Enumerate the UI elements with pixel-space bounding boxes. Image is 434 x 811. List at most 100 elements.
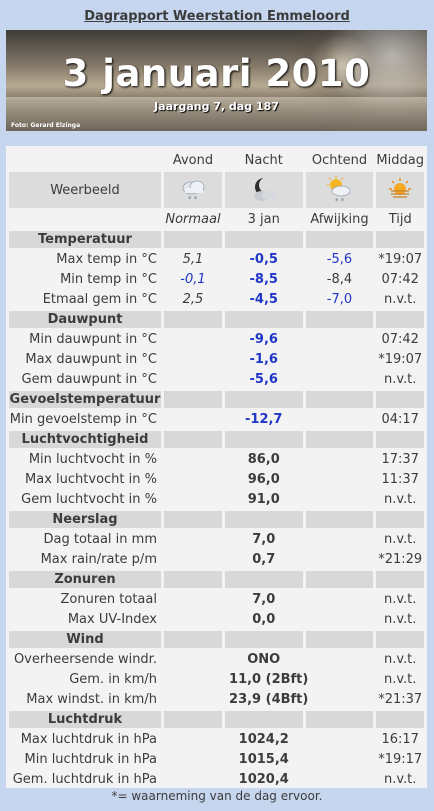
row-label: Max UV-Index — [67, 612, 157, 627]
section-zonuren: Zonuren — [9, 571, 424, 588]
time-value: 07:42 — [381, 332, 419, 347]
table-row: Max temp in °C 5,1 -0,5 -5,6 *19:07 — [9, 251, 424, 268]
section-gevoelstemperatuur: Gevoelstemperatuur — [9, 391, 424, 408]
empty-cell — [164, 751, 222, 768]
empty-cell — [164, 731, 222, 748]
section-title: Zonuren — [9, 571, 161, 588]
sun-cloud-snow-icon: * * — [324, 175, 354, 205]
table-row: Gem. luchtdruk in hPa 1020,4 n.v.t. — [9, 771, 424, 788]
row-label: Overheersende windr. — [13, 652, 157, 667]
normal-value: -0,1 — [180, 272, 206, 287]
section-title: Luchtvochtigheid — [9, 431, 161, 448]
day-value: 0,0 — [252, 612, 276, 627]
section-fill — [224, 231, 303, 248]
day-value: 96,0 — [247, 472, 280, 487]
time-value: n.v.t. — [383, 492, 417, 507]
section-fill — [163, 711, 222, 728]
subheader-date: 3 jan — [224, 211, 303, 228]
empty-cell — [306, 551, 374, 568]
section-fill — [305, 511, 374, 528]
time-value: 07:42 — [381, 272, 419, 287]
empty-cell — [164, 351, 222, 368]
section-fill — [224, 431, 303, 448]
day-value: -4,5 — [249, 292, 278, 307]
day-value: -12,7 — [245, 412, 283, 427]
table-row: Min gevoelstemp in °C -12,7 04:17 — [9, 411, 424, 428]
section-fill — [224, 631, 303, 648]
section-wind: Wind — [9, 631, 424, 648]
row-label: Gem. luchtdruk in hPa — [12, 772, 157, 787]
subheader-tijd: Tijd — [376, 211, 424, 228]
empty-cell — [306, 351, 374, 368]
empty-cell — [164, 451, 222, 468]
empty-cell — [306, 531, 374, 548]
row-label: Min luchtvocht in % — [28, 452, 157, 467]
row-label: Zonuren totaal — [60, 592, 157, 607]
time-value: n.v.t. — [383, 672, 417, 687]
table-row: Etmaal gem in °C 2,5 -4,5 -7,0 n.v.t. — [9, 291, 424, 308]
day-value: 7,0 — [252, 532, 276, 547]
table-row: Max windst. in km/h 23,9 (4Bft) *21:37 — [9, 691, 424, 708]
page-title[interactable]: Dagrapport Weerstation Emmeloord — [84, 9, 350, 24]
empty-cell — [164, 531, 222, 548]
time-value: 04:17 — [381, 412, 419, 427]
time-value: *19:07 — [378, 352, 423, 367]
table-row: Max luchtdruk in hPa 1024,2 16:17 — [9, 731, 424, 748]
section-fill — [376, 231, 424, 248]
column-header-avond: Avond — [163, 152, 222, 169]
section-luchtvochtigheid: Luchtvochtigheid — [9, 431, 424, 448]
weather-icons-row: Weerbeeld * * — [9, 172, 424, 208]
row-label: Gem luchtvocht in % — [21, 492, 157, 507]
empty-cell — [306, 491, 374, 508]
row-label: Gem dauwpunt in °C — [21, 372, 157, 387]
section-fill — [224, 311, 303, 328]
table-row: Max rain/rate p/m 0,7 *21:29 — [9, 551, 424, 568]
day-value: 0,7 — [252, 552, 276, 567]
section-luchtdruk: Luchtdruk — [9, 711, 424, 728]
section-fill — [305, 711, 374, 728]
table-row: Max luchtvocht in % 96,0 11:37 — [9, 471, 424, 488]
table-row: Max UV-Index 0,0 n.v.t. — [9, 611, 424, 628]
row-label: Gem. in km/h — [69, 672, 157, 687]
day-value: 1024,2 — [238, 732, 289, 747]
section-title: Wind — [9, 631, 161, 648]
empty-cell — [306, 771, 374, 788]
moon-cloud-icon — [249, 175, 279, 205]
table-row: Min dauwpunt in °C -9,6 07:42 — [9, 331, 424, 348]
report-date: 3 januari 2010 — [62, 52, 371, 95]
table-row: Min temp in °C -0,1 -8,5 -8,4 07:42 — [9, 271, 424, 288]
evening-weather-cell: * * — [163, 172, 222, 208]
section-fill — [305, 311, 374, 328]
section-temperatuur: Temperatuur — [9, 231, 424, 248]
day-value: -9,6 — [249, 332, 278, 347]
row-label: Max dauwpunt in °C — [25, 352, 157, 367]
section-fill — [163, 391, 222, 408]
row-label: Max luchtdruk in hPa — [20, 732, 157, 747]
empty-cell — [164, 471, 222, 488]
section-title: Neerslag — [9, 511, 161, 528]
section-fill — [163, 311, 222, 328]
section-fill — [163, 631, 222, 648]
normal-value: 5,1 — [182, 252, 204, 267]
row-label: Max temp in °C — [56, 252, 157, 267]
section-fill — [163, 511, 222, 528]
subheader-row: Normaal 3 jan Afwijking Tijd — [9, 211, 424, 228]
time-value: 17:37 — [381, 452, 419, 467]
empty-cell — [306, 411, 374, 428]
section-fill — [376, 711, 424, 728]
section-fill — [163, 431, 222, 448]
time-value: 16:17 — [381, 732, 419, 747]
empty-cell — [164, 411, 222, 428]
empty-cell — [306, 731, 374, 748]
table-row: Gem luchtvocht in % 91,0 n.v.t. — [9, 491, 424, 508]
section-title: Gevoelstemperatuur — [9, 391, 161, 408]
day-value: 86,0 — [247, 452, 280, 467]
table-row: Gem. in km/h 11,0 (2Bft) n.v.t. — [9, 671, 424, 688]
weather-icons-label: Weerbeeld — [9, 172, 161, 208]
empty-cell — [306, 451, 374, 468]
section-neerslag: Neerslag — [9, 511, 424, 528]
footnote: *= waarneming van de dag ervoor. — [111, 789, 323, 803]
section-title: Dauwpunt — [9, 311, 161, 328]
day-value: 1015,4 — [238, 752, 289, 767]
time-value: *21:29 — [378, 552, 423, 567]
